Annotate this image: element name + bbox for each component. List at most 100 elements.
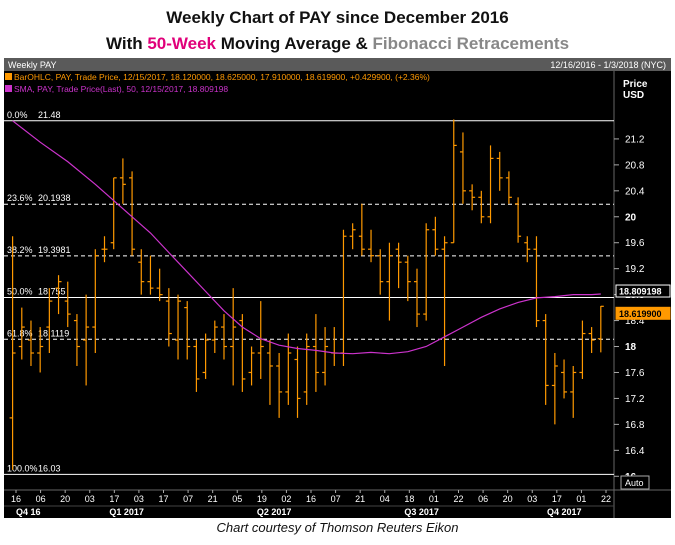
- y-tick-label-1: 20.8: [625, 160, 645, 171]
- x-tick-label-11: 02: [281, 494, 291, 504]
- ohlc-bar-2: [27, 320, 34, 366]
- ohlc-bar-33: [312, 314, 319, 392]
- ohlc-bar-42: [395, 242, 402, 289]
- auto-scale-label: Auto: [625, 478, 644, 488]
- title-line-2-mid: Moving Average &: [216, 34, 373, 53]
- ohlc-bar-19: [184, 301, 191, 360]
- ohlc-bar-37: [349, 223, 356, 250]
- chart-background: [4, 58, 671, 518]
- x-tick-label-0: 16: [11, 494, 21, 504]
- chart-header-strip: [4, 58, 671, 71]
- x-tick-label-22: 17: [552, 494, 562, 504]
- ohlc-bar-21: [202, 333, 209, 379]
- ohlc-bar-63: [588, 327, 595, 354]
- legend-swatch-sma: [5, 85, 12, 92]
- last-value-label-1: 18.619900: [619, 309, 662, 319]
- quarter-labels: Q4 16 Q1 2017 Q2 2017 Q3 2017 Q4 2017: [16, 507, 581, 517]
- ohlc-bar-17: [165, 288, 172, 347]
- y-tick-label-10: 17.2: [625, 394, 645, 405]
- ohlc-bar-40: [377, 249, 384, 295]
- x-tick-label-18: 22: [453, 494, 463, 504]
- quarter-label-4: Q4 2017: [547, 507, 582, 517]
- ohlc-bar-32: [303, 333, 310, 405]
- x-tick-label-23: 01: [576, 494, 586, 504]
- ohlc-bar-64: [597, 305, 604, 353]
- sma-50-line: [12, 120, 601, 355]
- ohlc-bar-47: [441, 236, 448, 366]
- ohlc-bar-10: [101, 236, 108, 263]
- ohlc-bar-14: [138, 249, 145, 295]
- y-tick-label-4: 19.6: [625, 238, 645, 249]
- x-tick-label-21: 03: [527, 494, 537, 504]
- auto-scale-button[interactable]: [620, 475, 650, 490]
- legend-entry-bars: BarOHLC, PAY, Trade Price, 12/15/2017, 1…: [14, 72, 430, 82]
- ohlc-bar-4: [46, 288, 53, 354]
- x-tick-label-4: 17: [109, 494, 119, 504]
- fib-label-pct-0: 0.0%: [7, 110, 28, 120]
- ohlc-bar-0: [9, 236, 16, 470]
- y-tick-label-9: 17.6: [625, 368, 645, 379]
- quarter-label-0: Q4 16: [16, 507, 41, 517]
- last-value-box-0: [615, 284, 671, 298]
- x-tick-label-2: 20: [60, 494, 70, 504]
- fib-label-value-2: 19.3981: [38, 245, 71, 255]
- ohlc-bar-44: [413, 268, 420, 328]
- ohlc-bar-28: [266, 340, 273, 405]
- legend-swatch-bars: [5, 73, 12, 80]
- x-tick-label-20: 20: [503, 494, 513, 504]
- ohlc-bar-53: [496, 151, 503, 191]
- fib-label-value-4: 18.1119: [38, 328, 69, 338]
- fib-label-bg-1: [4, 193, 84, 204]
- ohlc-bar-11: [110, 177, 117, 250]
- last-value-label-0: 18.809198: [619, 287, 662, 297]
- x-tick-label-17: 01: [429, 494, 439, 504]
- price-chart-svg[interactable]: Weekly PAY 12/16/2016 - 1/3/2018 (NYC) B…: [4, 58, 671, 518]
- chart-date-range: 12/16/2016 - 1/3/2018 (NYC): [550, 60, 666, 70]
- last-value-labels: 18.809198 18.619900: [615, 284, 671, 320]
- y-tick-label-0: 21.2: [625, 134, 645, 145]
- y-axis-title: Price: [623, 79, 648, 90]
- chart-panel[interactable]: Weekly PAY 12/16/2016 - 1/3/2018 (NYC) B…: [4, 58, 671, 518]
- x-axis-ticks: 16 06 20 03 17 03 17 07 21 05 19 02 16 07 21 04 18 01 22 06…: [11, 490, 611, 504]
- y-tick-label-11: 16.8: [625, 420, 645, 431]
- fib-label-bg-3: [4, 286, 84, 297]
- ohlc-bar-3: [37, 327, 44, 373]
- ohlc-bar-62: [579, 320, 586, 379]
- ohlc-bar-20: [193, 340, 200, 392]
- x-tick-label-6: 17: [158, 494, 168, 504]
- x-tick-label-16: 18: [404, 494, 414, 504]
- x-tick-label-13: 07: [331, 494, 341, 504]
- ohlc-bar-61: [570, 365, 577, 418]
- title-highlight-50-week: 50-Week: [147, 34, 217, 53]
- quarter-label-1: Q1 2017: [109, 507, 144, 517]
- y-axis-unit: USD: [623, 90, 644, 101]
- x-tick-label-15: 04: [380, 494, 390, 504]
- fib-label-value-1: 20.1938: [38, 193, 71, 203]
- ohlc-bar-51: [478, 190, 485, 224]
- ohlc-bar-16: [156, 268, 163, 302]
- fib-label-pct-4: 61.8%: [7, 328, 33, 338]
- fib-label-bg-4: [4, 328, 84, 339]
- ohlc-bar-60: [561, 359, 568, 399]
- fib-label-bg-0: [4, 109, 84, 120]
- y-tick-label-5: 19.2: [625, 264, 645, 275]
- quarter-label-3: Q3 2017: [404, 507, 439, 517]
- x-tick-label-7: 07: [183, 494, 193, 504]
- ohlc-bar-5: [55, 275, 62, 315]
- ohlc-bar-9: [92, 249, 99, 354]
- ohlc-bar-34: [322, 327, 329, 386]
- ohlc-bar-6: [64, 281, 71, 328]
- ohlc-bar-29: [276, 353, 283, 418]
- ohlc-bar-38: [358, 203, 365, 256]
- ohlc-bar-8: [83, 294, 90, 386]
- ohlc-bar-56: [524, 236, 531, 263]
- fib-label-pct-2: 38.2%: [7, 245, 33, 255]
- ohlc-bar-31: [294, 346, 301, 418]
- ohlc-bar-7: [73, 314, 80, 366]
- title-line-2-prefix: With: [105, 34, 148, 53]
- ohlc-bar-52: [487, 145, 494, 224]
- legend-entry-sma: SMA, PAY, Trade Price(Last), 50, 12/15/2…: [14, 84, 228, 94]
- x-tick-label-19: 06: [478, 494, 488, 504]
- last-value-box-1: [615, 306, 671, 320]
- y-tick-label-7: 18.4: [625, 316, 645, 327]
